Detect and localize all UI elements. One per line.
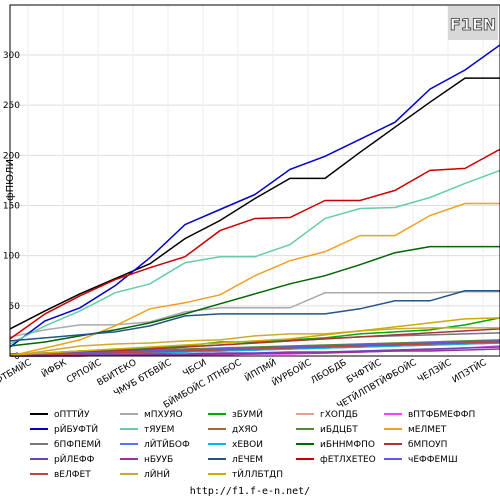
plot-frame [9, 4, 500, 357]
series-line [9, 317, 500, 356]
legend-label: вПТФБМЕФФП [408, 410, 475, 420]
legend-label: нБУУБ [144, 455, 173, 465]
legend-label: фЕТЛХЕТЕО [320, 455, 376, 465]
y-tick-label: 100 [3, 252, 20, 262]
series-line [9, 44, 500, 348]
legend-label: лЙТЙБОФ [144, 438, 190, 450]
series-line [9, 169, 500, 345]
x-tick-label: ИПЗТЙС [450, 356, 489, 385]
grid [10, 5, 500, 357]
y-tick-label: 150 [3, 202, 20, 212]
legend-label: бМПОУП [408, 440, 447, 450]
legend-label: дХЯО [232, 425, 258, 435]
legend-label: хЕВОИ [232, 440, 263, 450]
legend-label: чЕФФЕМШ [408, 455, 458, 465]
series-lines [9, 44, 500, 357]
x-tick-label: ЙУРБОЙС [269, 356, 313, 388]
x-tick-label: ЧЕЛЗЙС [415, 356, 453, 385]
legend-label: тЙЛЛБТДП [232, 468, 283, 480]
legend-label: лЙНЙ [144, 468, 170, 480]
x-tick-label: ЧМУБ бТБВЙС [111, 356, 173, 399]
legend-label: иБДЦБТ [320, 425, 358, 435]
legend-label: оПТТЙУ [54, 408, 90, 420]
x-tick-label: ЛБОБДБ [309, 358, 348, 386]
series-line [9, 340, 500, 356]
y-tick-label: 300 [3, 51, 20, 61]
y-axis-ticks: 0 50 100 150 200 250 300 [3, 51, 20, 362]
legend-label: рЙБУФТЙ [54, 423, 98, 435]
legend-label: рЙЛЕФФ [54, 453, 95, 465]
legend: оПТТЙУ мПХУЯО зБУМЙ гХОПДБ вПТФБМЕФФП рЙБУФТЙ… [30, 408, 475, 480]
legend-label: мПХУЯО [144, 410, 183, 420]
y-tick-label: 250 [3, 101, 20, 111]
series-line [9, 341, 500, 357]
series-line [9, 202, 500, 357]
y-tick-label: 0 [14, 352, 20, 362]
legend-label: тЯУЕМ [144, 425, 174, 435]
f1en-logo: F1EN [448, 6, 498, 40]
series-line [9, 291, 500, 338]
x-tick-label: ЧБСИ [182, 358, 209, 379]
footer-url[interactable]: http://f1.f-e-n.net/ [189, 486, 311, 497]
legend-label: бПФПЕМЙ [54, 438, 101, 450]
y-tick-label: 50 [9, 302, 21, 312]
series-line [9, 327, 500, 357]
legend-label: иБННМФПО [320, 440, 375, 450]
series-line [9, 328, 500, 356]
logo-text: F1EN [450, 15, 496, 34]
legend-label: гХОПДБ [320, 410, 358, 420]
y-axis-label: фПЮЛИ [5, 159, 16, 201]
legend-label: вЕЛФЕТ [54, 470, 91, 480]
y-tick-label: 200 [3, 151, 20, 161]
series-line [9, 290, 500, 342]
series-line [9, 148, 500, 340]
series-line [9, 77, 500, 330]
series-line [9, 245, 500, 347]
legend-label: лЕЧЕМ [232, 455, 263, 465]
legend-label: мЕЛМЕТ [408, 425, 447, 435]
legend-label: зБУМЙ [232, 408, 263, 420]
